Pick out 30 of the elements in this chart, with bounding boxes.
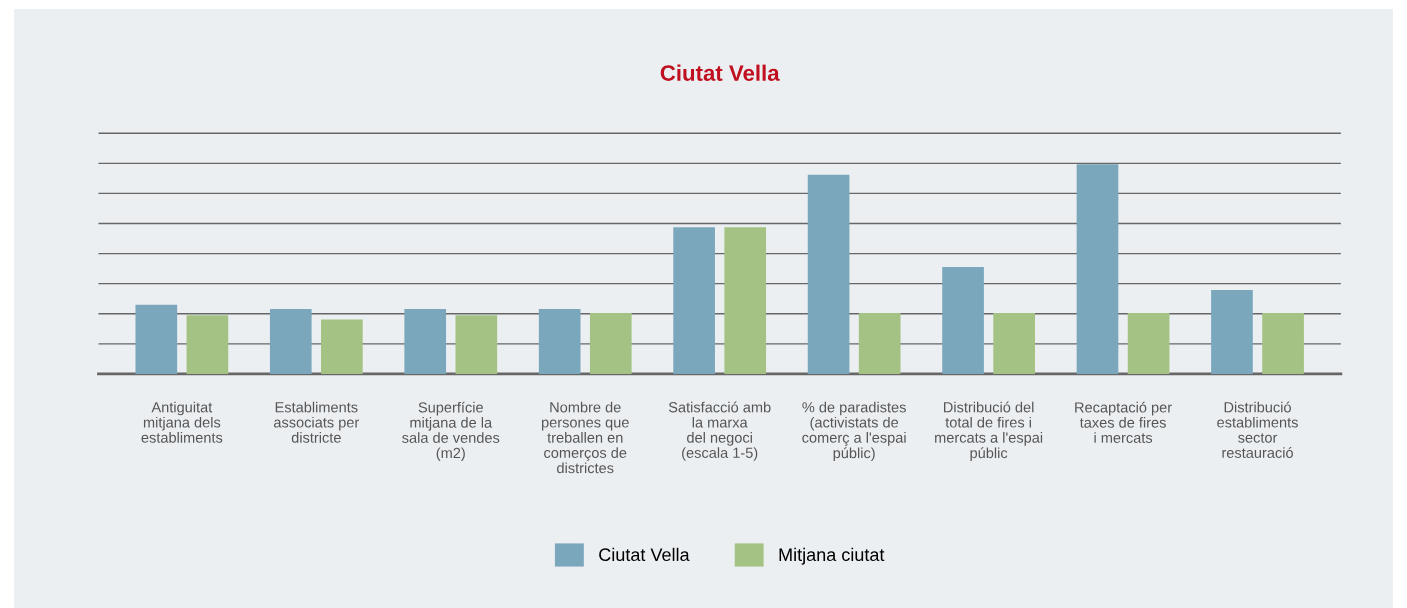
bar (538, 308, 581, 374)
bar (1211, 290, 1253, 374)
bar (807, 174, 850, 374)
bar (589, 313, 632, 374)
x-tick-label: Distribució del total de fires i mercats a l'espai públic (935, 401, 1043, 462)
bar (455, 315, 498, 374)
bar (269, 308, 312, 374)
x-tick-label: Nombre de persones que treballen en comerços de districtes (541, 401, 629, 474)
bar (858, 313, 901, 374)
bar (993, 313, 1035, 374)
x-tick-label: % de paradistes (activistats de comerç a l'espai públic) (802, 401, 906, 462)
bar (321, 319, 363, 374)
x-tick-label: Satisfacció amb la marxa del negoci (escala 1-5) (668, 401, 771, 461)
bar (1127, 313, 1170, 374)
bar (724, 227, 767, 374)
bar (673, 227, 715, 374)
legend-label: Mitjana ciutat (779, 547, 885, 565)
x-tick-label: Distribució establiments sector restauració (1217, 401, 1298, 458)
x-tick-label: Superfície mitjana de la sala de vendes (m2) (402, 401, 500, 461)
chart-title: Ciutat Vella (660, 64, 780, 81)
bar (942, 267, 984, 374)
bar (404, 308, 447, 374)
legend-label: Ciutat Vella (599, 547, 690, 562)
x-tick-label: Recaptació per taxes de fires i mercats (1075, 401, 1172, 443)
bar (135, 304, 178, 374)
x-tick-label: Establiments associats per districte (273, 401, 360, 443)
bar (186, 315, 229, 374)
bar (1076, 164, 1119, 374)
bar (1262, 313, 1304, 374)
x-tick-label: Antiguitat mitjana dels establiments (141, 401, 223, 443)
